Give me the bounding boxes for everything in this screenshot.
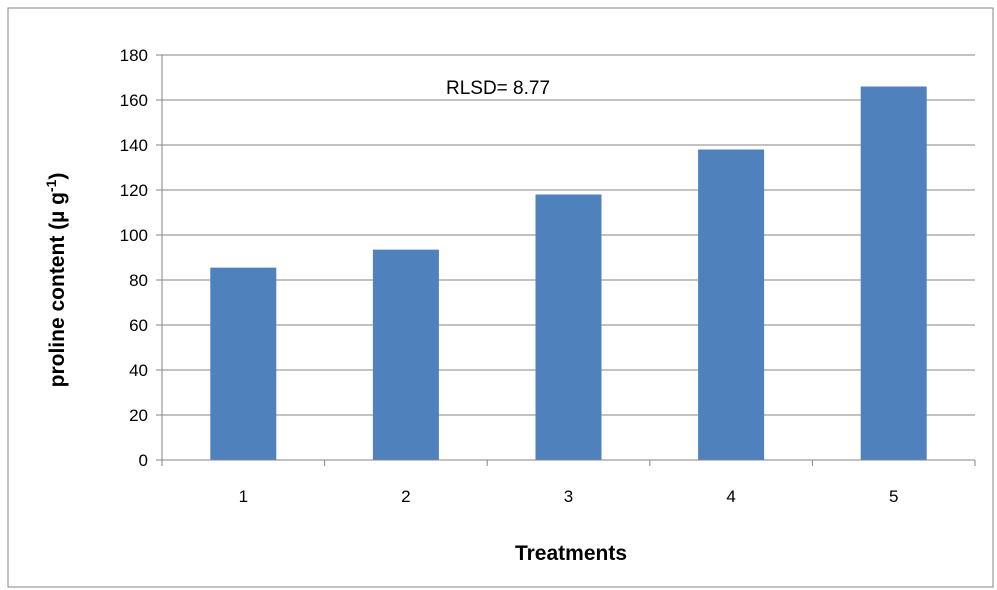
- chart-frame: [7, 7, 994, 588]
- bar-2: [372, 249, 439, 460]
- y-tick-label-0: 0: [139, 451, 148, 470]
- x-tick-label-5: 5: [889, 487, 898, 506]
- bar-4: [698, 149, 765, 460]
- bars: [210, 86, 927, 460]
- y-tick-label-160: 160: [120, 91, 148, 110]
- y-axis-title: proline content (µ g-1): [43, 173, 69, 388]
- y-tick-label-40: 40: [129, 361, 148, 380]
- rlsd-annotation: RLSD= 8.77: [446, 78, 550, 99]
- y-tick-label-120: 120: [120, 181, 148, 200]
- y-tick-label-20: 20: [129, 406, 148, 425]
- x-tick-label-2: 2: [401, 487, 410, 506]
- y-tick-label-80: 80: [129, 271, 148, 290]
- y-axis-title-main: proline content (µ g: [46, 192, 69, 387]
- y-tick-label-60: 60: [129, 316, 148, 335]
- bar-1: [210, 267, 277, 460]
- y-axis-title-close: ): [46, 173, 69, 180]
- bar-3: [535, 194, 602, 460]
- gridlines: [162, 54, 975, 416]
- bar-5: [860, 86, 927, 460]
- x-tick-label-3: 3: [564, 487, 573, 506]
- y-tick-label-100: 100: [120, 226, 148, 245]
- y-tick-label-140: 140: [120, 136, 148, 155]
- tick-labels: 0 20 40 60 80 100 120 140 160 180 1 2 3 4 5: [120, 46, 899, 506]
- axes: [156, 54, 976, 466]
- x-tick-label-4: 4: [726, 487, 735, 506]
- x-axis-title: Treatments: [515, 542, 627, 565]
- y-tick-label-180: 180: [120, 46, 148, 65]
- x-tick-label-1: 1: [239, 487, 248, 506]
- y-axis-title-superscript: -1: [43, 179, 59, 192]
